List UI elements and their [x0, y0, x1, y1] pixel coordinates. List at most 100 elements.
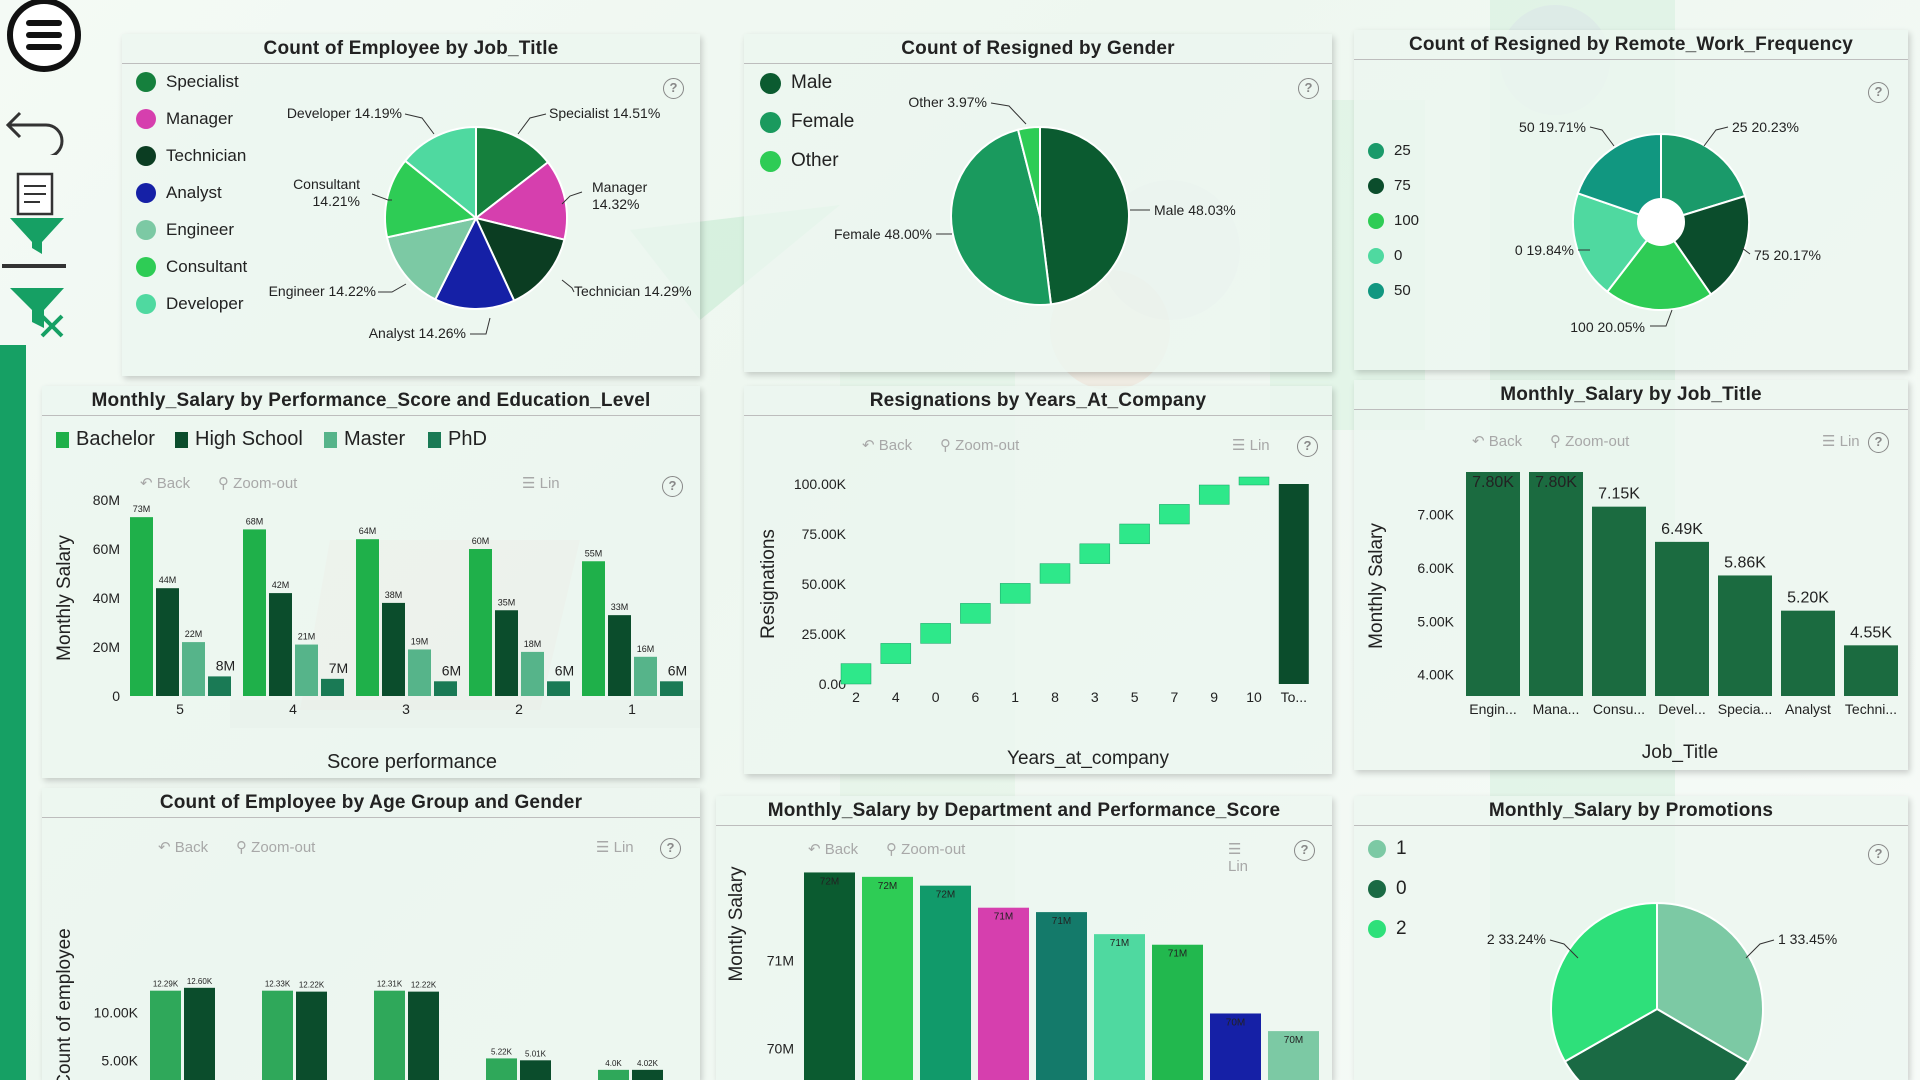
zoom-out-button[interactable]: ⚲ Zoom-out: [218, 475, 298, 492]
legend-label: Consultant: [166, 257, 248, 276]
resign-years-waterfall-chart[interactable]: 100.00K75.00K50.00K25.00K0.00Resignation…: [744, 386, 1332, 774]
document-filter-icon[interactable]: [4, 168, 74, 263]
gender-legend-item[interactable]: Female: [760, 111, 854, 133]
undo-arrow-icon[interactable]: [4, 95, 74, 160]
help-icon[interactable]: ?: [1868, 82, 1889, 103]
legend-color-swatch: [428, 431, 441, 448]
lin-button[interactable]: ☰ Lin: [596, 839, 634, 856]
job-title-legend-item[interactable]: Engineer: [136, 220, 234, 240]
remote-legend-item[interactable]: 50: [1368, 282, 1411, 299]
x-tick-label: 3: [402, 701, 410, 717]
remote-legend-item[interactable]: 100: [1368, 212, 1419, 229]
back-button[interactable]: ↶ Back: [862, 437, 913, 454]
panel-title: Count of Resigned by Gender: [901, 38, 1175, 59]
legend-color-dot: [1368, 177, 1384, 194]
help-icon[interactable]: ?: [1298, 78, 1319, 99]
bar-data-label: 12.31K: [377, 980, 403, 989]
hamburger-menu-icon[interactable]: [4, 0, 84, 77]
legend-label: 50: [1394, 282, 1411, 299]
salary-dept-bar-chart[interactable]: 71M 70M Montly Salary 72M 72M 72M 71M 71M 71M 71M…: [716, 796, 1332, 1080]
bar: [434, 681, 457, 696]
job-title-legend-item[interactable]: Developer: [136, 294, 244, 314]
y-axis-title: Monthly Salary: [54, 535, 75, 661]
help-icon[interactable]: ?: [662, 476, 683, 497]
other-label: Other 3.97%: [908, 94, 987, 110]
job-title-legend-item[interactable]: Consultant: [136, 257, 247, 277]
gender-pie-chart[interactable]: Other 3.97% Male 48.03% Female 48.00%: [744, 34, 1332, 372]
bar: [295, 644, 318, 696]
help-icon[interactable]: ?: [1294, 840, 1315, 861]
education-legend-item[interactable]: Bachelor: [56, 428, 155, 451]
x-tick-label: 5: [176, 701, 184, 717]
zoom-out-button[interactable]: ⚲ Zoom-out: [1550, 433, 1630, 450]
job-pie-slice: [474, 216, 566, 302]
remote-donut-chart[interactable]: 50 19.71% 25 20.23% 0 19.84% 75 20.17% 100 2…: [1354, 30, 1908, 370]
bar-data-label: 8M: [216, 657, 235, 673]
salary-perf-edu-panel[interactable]: Monthly_Salary by Performance_Score and …: [42, 386, 700, 778]
bar: [634, 656, 657, 696]
remote-100-label: 100 20.05%: [1570, 319, 1645, 335]
job-title-count-panel[interactable]: Count of Employee by Job_Title ? Special…: [122, 34, 700, 376]
job-title-legend-item[interactable]: Analyst: [136, 183, 222, 203]
education-legend-item[interactable]: PhD: [428, 428, 487, 451]
remote-legend-item[interactable]: 0: [1368, 247, 1402, 264]
promotions-pie-chart[interactable]: 2 33.24% 1 33.45%: [1354, 796, 1908, 1080]
back-button[interactable]: ↶ Back: [808, 841, 859, 858]
bar: [486, 1058, 517, 1080]
help-icon[interactable]: ?: [1868, 844, 1889, 865]
job-title-legend-item[interactable]: Manager: [136, 109, 233, 129]
promotions-legend-item[interactable]: 0: [1368, 878, 1407, 900]
back-button[interactable]: ↶ Back: [140, 475, 191, 492]
job-title-legend-item[interactable]: Specialist: [136, 72, 239, 92]
clear-filter-icon[interactable]: [4, 282, 74, 347]
help-icon[interactable]: ?: [663, 78, 684, 99]
promotions-legend-item[interactable]: 1: [1368, 838, 1407, 860]
salary-edu-bar-chart[interactable]: 80M 60M 40M 20M 0 Monthly Salary Score perform…: [42, 386, 700, 778]
bar-data-label: 6M: [668, 662, 687, 678]
lin-button[interactable]: ☰ Lin: [1822, 433, 1860, 450]
zoom-out-button[interactable]: ⚲ Zoom-out: [886, 841, 966, 858]
zoom-out-button[interactable]: ⚲ Zoom-out: [940, 437, 1020, 454]
bar-data-label: 7.15K: [1598, 486, 1640, 503]
remote-legend-item[interactable]: 25: [1368, 142, 1411, 159]
bar: [469, 549, 492, 696]
bar-data-label: 12.29K: [153, 980, 179, 989]
salary-promotions-panel[interactable]: Monthly_Salary by Promotions ? 1 0 2 2 33.…: [1354, 796, 1908, 1080]
resigned-gender-panel[interactable]: Count of Resigned by Gender ? Male Female…: [744, 34, 1332, 372]
back-button[interactable]: ↶ Back: [158, 839, 209, 856]
panel-title: Resignations by Years_At_Company: [869, 390, 1207, 411]
job-title-pie-chart[interactable]: Developer 14.19% Specialist 14.51% Manager…: [122, 34, 700, 376]
age-gender-bar-chart[interactable]: 10.00K 5.00K Count of employee 12.29K 12.60K…: [42, 788, 700, 1080]
promotions-legend-item[interactable]: 2: [1368, 918, 1407, 940]
zoom-out-button[interactable]: ⚲ Zoom-out: [236, 839, 316, 856]
lin-button[interactable]: ☰ Lin: [1232, 437, 1270, 454]
bar: [408, 649, 431, 696]
education-legend-item[interactable]: High School: [175, 428, 303, 451]
legend-label: Manager: [166, 109, 234, 128]
bar: [804, 872, 855, 1080]
bar-data-label: 71M: [994, 912, 1013, 923]
salary-job-panel[interactable]: Monthly_Salary by Job_Title ↶ Back ⚲ Zoo…: [1354, 380, 1908, 770]
remote-legend-item[interactable]: 75: [1368, 177, 1411, 194]
lin-button[interactable]: ☰ Lin: [1228, 841, 1249, 875]
x-axis-title: Years_at_company: [1007, 748, 1169, 769]
back-button[interactable]: ↶ Back: [1472, 433, 1523, 450]
lin-button[interactable]: ☰ Lin: [522, 475, 560, 492]
zoom-out-label: Zoom-out: [1565, 433, 1630, 450]
y-tick-label: 25.00K: [802, 626, 847, 642]
resign-years-panel[interactable]: Resignations by Years_At_Company ↶ Back …: [744, 386, 1332, 774]
consultant-label: Consultant: [293, 176, 360, 192]
help-icon[interactable]: ?: [1297, 436, 1318, 457]
resigned-remote-panel[interactable]: Count of Resigned by Remote_Work_Frequen…: [1354, 30, 1908, 370]
salary-job-bar-chart[interactable]: 7.00K 6.00K 5.00K 4.00K Monthly Salary Job_Ti…: [1354, 380, 1908, 770]
gender-legend-item[interactable]: Other: [760, 150, 839, 172]
salary-dept-panel[interactable]: Monthly_Salary by Department and Perform…: [716, 796, 1332, 1080]
help-icon[interactable]: ?: [660, 838, 681, 859]
gender-legend-item[interactable]: Male: [760, 72, 832, 94]
emp-age-gender-panel[interactable]: Count of Employee by Age Group and Gende…: [42, 788, 700, 1080]
help-icon[interactable]: ?: [1868, 432, 1889, 453]
y-tick-label: 0: [112, 688, 120, 704]
job-title-legend-item[interactable]: Technician: [136, 146, 246, 166]
bar: [382, 602, 405, 696]
education-legend-item[interactable]: Master: [324, 428, 405, 451]
